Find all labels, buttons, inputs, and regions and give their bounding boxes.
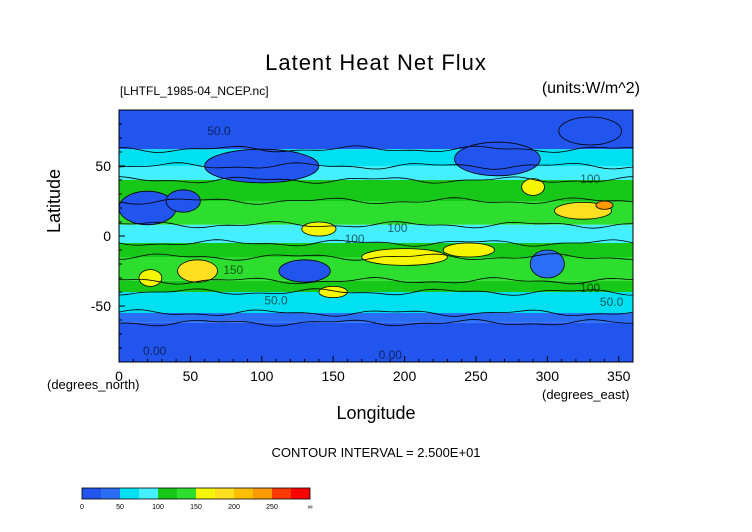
file-label: [LHTFL_1985-04_NCEP.nc] <box>120 84 269 98</box>
y-tick-label-0: -50 <box>91 298 111 314</box>
colorbar-bin-7 <box>215 488 234 499</box>
colorbar-tick-label-0: 0 <box>80 504 84 511</box>
colorbar-tick-label-6: ∞ <box>308 504 313 511</box>
field-patch-12 <box>278 259 331 283</box>
colorbar-bin-11 <box>291 488 310 499</box>
field-patch-3 <box>442 242 495 258</box>
colorbar-tick-label-1: 50 <box>116 504 124 511</box>
field-band-9 <box>119 292 633 313</box>
x-tick-label-6: 300 <box>536 368 560 384</box>
contour-line-2 <box>119 162 633 170</box>
colorbar-frame <box>81 487 311 500</box>
contour-line-3 <box>119 176 633 184</box>
field-patch-5 <box>595 200 614 210</box>
y-tick-label-1: 0 <box>103 228 111 244</box>
x-tick-label-7: 350 <box>607 368 631 384</box>
field-band-5 <box>119 224 633 243</box>
x-tick-label-3: 150 <box>321 368 345 384</box>
contour-line-10 <box>119 309 633 317</box>
field-band-1 <box>119 149 633 166</box>
contour-line-6 <box>119 239 633 247</box>
colorbar-bin-2 <box>120 488 139 499</box>
field-patch-7 <box>318 285 348 298</box>
colorbar-bin-3 <box>139 488 158 499</box>
field-patch-11 <box>165 189 201 213</box>
contour-line-11 <box>119 319 633 327</box>
field-band-3 <box>119 180 633 201</box>
colorbar-tick-label-4: 200 <box>228 504 240 511</box>
field-patch-2 <box>361 248 448 266</box>
contour-label-1: 100 <box>345 232 365 246</box>
contour-label-8: 0.00 <box>143 344 167 358</box>
x-axis-label: Longitude <box>336 403 416 423</box>
x-axis-units: (degrees_east) <box>542 387 630 402</box>
contour-interval-text: CONTOUR INTERVAL = 2.500E+01 <box>271 445 481 460</box>
colorbar-bin-5 <box>177 488 196 499</box>
field-band-7 <box>119 257 633 281</box>
contour-label-0: 50.0 <box>207 124 231 138</box>
colorbar: 0 50 100 150 200 250 ∞ <box>80 487 313 511</box>
contour-label-5: 100 <box>580 281 600 295</box>
colorbar-tick-label-5: 250 <box>266 504 278 511</box>
colorbar-bin-8 <box>234 488 253 499</box>
colorbar-bin-4 <box>158 488 177 499</box>
y-axis-units: (degrees_north) <box>47 377 140 392</box>
field-patch-14 <box>454 141 541 177</box>
colorbar-tick-label-2: 100 <box>152 504 164 511</box>
contour-line-5 <box>119 221 633 229</box>
contour-label-3: 150 <box>223 263 243 277</box>
contour-lines <box>119 145 633 327</box>
x-tick-label-2: 100 <box>250 368 274 384</box>
contour-label-7: 100 <box>580 172 600 186</box>
contour-line-8 <box>119 277 633 285</box>
x-axis-ticks: 0 50 100 150 200 250 300 350 <box>115 356 631 384</box>
field-band-8 <box>119 280 633 292</box>
contour-label-9: 0.00 <box>379 348 403 362</box>
field-patch-8 <box>138 269 163 287</box>
contour-line-9 <box>119 288 633 296</box>
y-axis-ticks: -50 0 50 <box>91 123 125 349</box>
contour-line-4 <box>119 197 633 205</box>
colorbar-bin-6 <box>196 488 215 499</box>
contour-label-4: 50.0 <box>264 294 288 308</box>
colorbar-bin-1 <box>101 488 120 499</box>
x-tick-label-0: 0 <box>115 368 123 384</box>
contour-label-2: 100 <box>387 221 407 235</box>
x-tick-label-4: 200 <box>393 368 417 384</box>
colorbar-bin-0 <box>82 488 101 499</box>
contour-line-1 <box>119 145 633 153</box>
contour-line-7 <box>119 253 633 261</box>
field-band-10 <box>119 313 633 323</box>
field-patch-0 <box>177 259 218 283</box>
colorbar-tick-label-3: 150 <box>190 504 202 511</box>
field-band-0 <box>119 110 633 150</box>
field-band-11 <box>119 322 633 362</box>
y-tick-label-2: 50 <box>95 158 111 174</box>
x-tick-label-5: 250 <box>464 368 488 384</box>
field-band-4 <box>119 201 633 225</box>
field-patch-13 <box>204 148 320 184</box>
flux-field <box>119 110 633 362</box>
chart-title: Latent Heat Net Flux <box>265 50 487 75</box>
colorbar-bin-10 <box>272 488 291 499</box>
x-tick-label-1: 50 <box>183 368 199 384</box>
contour-label-6: 50.0 <box>600 295 624 309</box>
field-patch-1 <box>301 221 337 237</box>
field-band-2 <box>119 166 633 180</box>
field-patch-9 <box>529 249 565 279</box>
field-patch-6 <box>521 178 545 196</box>
field-patch-15 <box>558 116 622 146</box>
colorbar-bin-9 <box>253 488 272 499</box>
units-label: (units:W/m^2) <box>541 80 640 97</box>
field-band-6 <box>119 243 633 257</box>
